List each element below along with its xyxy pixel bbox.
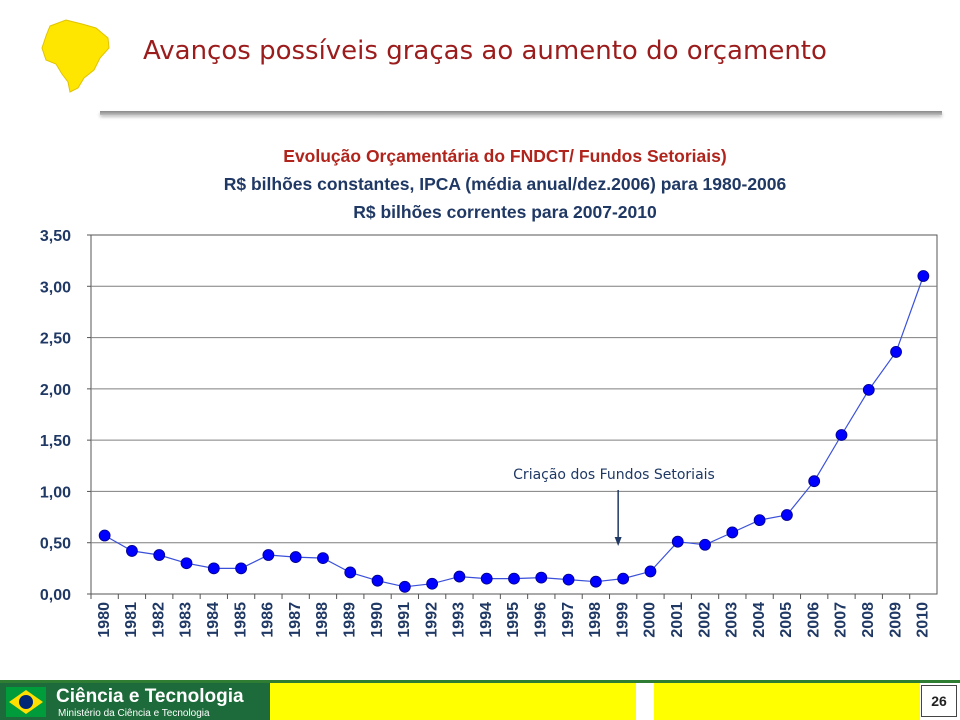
data-point [699,538,711,551]
data-point [317,552,329,565]
data-point [917,270,930,282]
x-tick-label: 2005 [778,602,795,638]
x-tick-label: 1990 [369,602,386,638]
x-tick-label: 1980 [96,602,113,638]
x-tick-label: 1996 [533,602,550,638]
data-point [235,562,247,575]
data-point [426,577,439,590]
footer-logo: Ciência e Tecnologia Ministério da Ciênc… [0,683,270,720]
footer: Ciência e Tecnologia Ministério da Ciênc… [0,680,960,720]
header-divider [100,111,942,115]
data-point [371,574,384,587]
x-tick-label: 1984 [205,602,222,638]
y-tick-label: 3,50 [40,228,71,245]
chart-title: Evolução Orçamentária do FNDCT/ Fundos S… [283,146,727,166]
y-tick-label: 0,00 [40,587,71,604]
data-point [535,571,548,584]
footer-brand-text: Ciência e Tecnologia [56,686,244,707]
data-point [862,383,875,396]
footer-ministry-text: Ministério da Ciência e Tecnologia [58,708,210,719]
y-tick-label: 1,50 [40,433,71,450]
annotation-arrowhead [614,537,622,546]
x-tick-label: 2007 [833,602,850,638]
chart-subtitle-line-2: R$ bilhões correntes para 2007-2010 [353,202,657,222]
page-number: 26 [921,685,957,717]
x-tick-label: 1991 [396,602,413,638]
x-tick-label: 1989 [341,602,358,638]
x-tick-label: 2010 [915,602,932,638]
x-tick-label: 1988 [314,602,331,638]
x-tick-label: 1993 [451,602,468,638]
x-tick-label: 2002 [696,602,713,638]
data-point [262,549,275,561]
footer-yellow-band [654,683,920,720]
x-tick-label: 1997 [560,602,577,638]
data-point [589,575,602,588]
footer-yellow-band [270,683,636,720]
x-tick-label: 2004 [751,602,768,638]
data-point [180,557,193,570]
x-tick-label: 1987 [287,602,304,638]
x-tick-label: 1985 [232,602,249,638]
brazil-flag-icon [6,687,46,717]
series-line [104,275,924,588]
data-point [781,509,793,521]
data-point [890,346,902,358]
data-point [207,562,220,575]
x-tick-label: 1981 [123,602,140,638]
x-tick-label: 2003 [724,602,741,638]
footer-top-line [0,680,960,683]
data-point [480,572,493,585]
data-point [153,549,166,561]
y-tick-label: 2,00 [40,382,71,399]
data-point [126,545,138,557]
annotation-label: Criação dos Fundos Setoriais [513,467,715,483]
chart-subtitle-line-1: R$ bilhões constantes, IPCA (média anual… [223,174,787,194]
data-point [808,475,821,488]
x-tick-label: 1982 [150,602,167,638]
x-tick-label: 1995 [505,602,522,638]
plot-frame [90,234,938,595]
data-point [726,526,739,539]
x-tick-label: 1998 [587,602,604,638]
data-point [289,551,302,563]
data-point [671,535,684,548]
data-point [617,572,630,585]
x-tick-label: 1986 [260,602,277,638]
x-tick-label: 2009 [887,602,904,638]
data-point [753,514,766,527]
y-tick-label: 1,00 [40,484,71,501]
data-point [562,573,575,586]
data-point [508,572,520,585]
x-tick-label: 1994 [478,602,495,638]
slide-title: Avanços possíveis graças ao aumento do o… [143,36,827,66]
data-point [98,529,111,542]
x-tick-label: 2006 [805,602,822,638]
y-tick-label: 0,50 [40,536,71,553]
y-tick-label: 2,50 [40,331,71,348]
data-point [644,565,657,578]
budget-line-chart: 0,00 0,50 1,00 1,50 2,00 2,50 3,00 3,50 1980 1981… [40,228,938,638]
data-point [453,570,466,583]
brazil-map-icon [41,19,110,93]
x-tick-label: 1999 [614,602,631,638]
data-point [344,566,357,579]
x-tick-label: 2008 [860,602,877,638]
x-tick-label: 2001 [669,602,686,638]
x-tick-label: 2000 [642,602,659,638]
x-tick-label: 1992 [423,602,440,638]
data-point [398,580,411,593]
data-point [835,429,848,441]
y-tick-label: 3,00 [40,279,71,296]
x-tick-label: 1983 [178,602,195,638]
